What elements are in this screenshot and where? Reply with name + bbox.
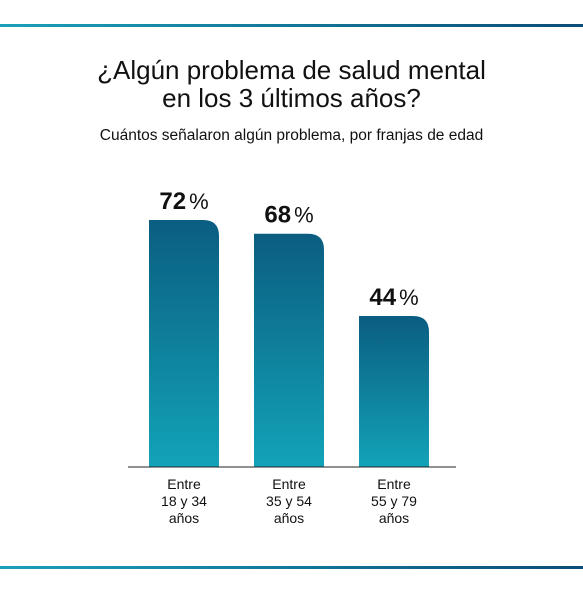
category-label-1-line-3: años	[169, 510, 199, 526]
bar-value-label-2: 68%	[264, 202, 313, 229]
category-label-1-line-1: Entre	[167, 476, 201, 492]
bar-3	[359, 316, 429, 467]
category-label-2-line-2: 35 y 54	[266, 493, 312, 509]
title-line-2: en los 3 últimos años?	[162, 83, 421, 113]
bar-1	[149, 220, 219, 467]
category-label-3-line-3: años	[379, 510, 409, 526]
bar-2	[254, 233, 324, 467]
chart-subtitle: Cuántos señalaron algún problema, por fr…	[99, 127, 484, 144]
category-label-3-line-1: Entre	[377, 476, 411, 492]
bar-value-label-1: 72%	[159, 188, 208, 215]
top-rule	[0, 24, 583, 27]
title-line-1: ¿Algún problema de salud mental	[97, 55, 486, 85]
chart-title: ¿Algún problema de salud mental en los 3…	[0, 56, 583, 112]
category-label-1-line-2: 18 y 34	[161, 493, 207, 509]
category-label-2-line-1: Entre	[272, 476, 306, 492]
category-label-3-line-2: 55 y 79	[371, 493, 417, 509]
category-label-2-line-3: años	[274, 510, 304, 526]
bottom-rule	[0, 566, 583, 569]
bar-value-label-3: 44%	[369, 284, 418, 311]
